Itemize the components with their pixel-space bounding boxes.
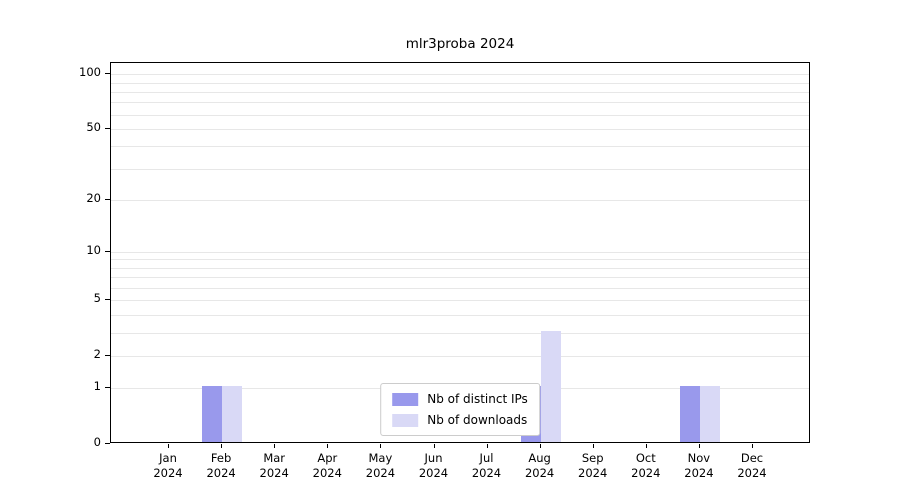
x-tick-label: Aug 2024 [510,451,570,481]
x-tick-mark [274,444,276,448]
x-tick-mark [380,444,382,448]
x-tick-year: 2024 [312,466,342,480]
x-tick-label: Dec 2024 [722,451,782,481]
x-tick-year: 2024 [578,466,608,480]
x-tick-label: Apr 2024 [297,451,357,481]
x-tick-mark [539,444,541,448]
bar-distinct-ips [679,386,700,442]
bar-downloads [540,330,561,442]
x-tick-month: Nov [687,451,711,465]
y-tick-mark [105,250,110,252]
x-tick-month: Jun [424,451,443,465]
gridline [111,300,809,302]
gridline [111,200,809,201]
gridline [111,102,809,104]
bar-distinct-ips [202,386,223,442]
x-tick-mark [486,444,488,448]
y-tick-label: 20 [86,191,101,205]
x-tick-month: May [368,451,393,465]
y-tick-mark [105,299,110,301]
x-tick-label: Mar 2024 [244,451,304,481]
gridline [111,267,809,269]
legend-item-downloads: Nb of downloads [392,413,528,427]
x-tick-label: Oct 2024 [616,451,676,481]
x-tick-mark [433,444,435,448]
y-tick-mark [105,73,110,75]
x-tick-month: Mar [263,451,286,465]
gridline [111,355,809,357]
legend: Nb of distinct IPs Nb of downloads [380,383,540,436]
x-tick-month: Feb [210,451,232,465]
y-tick-label: 5 [93,291,101,306]
x-tick-label: Feb 2024 [191,451,251,481]
y-tick-label: 0 [93,435,101,449]
x-tick-label: Nov 2024 [669,451,729,481]
legend-label-downloads: Nb of downloads [427,413,528,427]
x-tick-year: 2024 [365,466,396,480]
x-tick-label: May 2024 [350,451,410,481]
gridline [111,277,809,279]
y-tick-mark [105,443,110,444]
x-tick-month: Jan [159,451,177,465]
x-tick-mark [698,444,700,448]
gridline [111,74,809,76]
bar-downloads [699,386,720,442]
x-tick-mark [752,444,753,448]
gridline [111,288,809,289]
x-tick-year: 2024 [418,466,449,480]
x-tick-month: Apr [317,451,338,465]
x-tick-month: Aug [528,451,551,465]
plot-area: Nb of distinct IPs Nb of downloads [110,62,810,443]
gridline [111,332,809,334]
x-tick-year: 2024 [259,466,289,480]
x-tick-year: 2024 [471,466,502,480]
x-tick-month: Dec [740,451,764,465]
legend-swatch-downloads-icon [392,413,419,427]
gridline [111,82,809,84]
x-tick-year: 2024 [631,466,661,480]
y-tick-label: 100 [79,65,101,80]
x-tick-year: 2024 [737,466,767,480]
x-tick-year: 2024 [524,466,555,480]
x-tick-month: Sep [581,451,604,465]
legend-label-distinct-ips: Nb of distinct IPs [427,392,528,406]
legend-swatch-distinct-ips-icon [392,392,419,406]
gridline [111,114,809,116]
x-tick-label: Sep 2024 [563,451,623,481]
gridline [111,259,809,261]
y-tick-mark [105,199,110,200]
x-tick-label: Jul 2024 [457,451,517,481]
bar-downloads [222,386,243,442]
gridline [111,128,809,130]
x-tick-month: Oct [635,451,656,465]
gridline [111,91,809,93]
x-tick-month: Jul [479,451,494,465]
x-tick-year: 2024 [153,466,183,480]
x-tick-mark [168,444,169,448]
y-tick-label: 1 [93,379,101,394]
gridline [111,315,809,316]
y-tick-label: 50 [86,119,101,134]
y-tick-label: 10 [86,242,101,257]
y-tick-mark [105,127,110,129]
x-tick-mark [645,444,647,448]
x-tick-mark [592,444,594,448]
x-tick-label: Jun 2024 [404,451,464,481]
x-tick-label: Jan 2024 [138,451,198,481]
x-tick-year: 2024 [206,466,236,480]
gridline [111,146,809,148]
chart-title: mlr3proba 2024 [405,36,515,52]
x-tick-year: 2024 [684,466,714,480]
x-tick-mark [221,444,223,448]
gridline [111,168,809,170]
y-tick-mark [105,354,110,356]
y-tick-mark [105,387,110,389]
gridline [111,251,809,253]
x-tick-mark [327,444,329,448]
legend-item-distinct-ips: Nb of distinct IPs [392,392,528,406]
y-tick-label: 2 [93,346,101,361]
